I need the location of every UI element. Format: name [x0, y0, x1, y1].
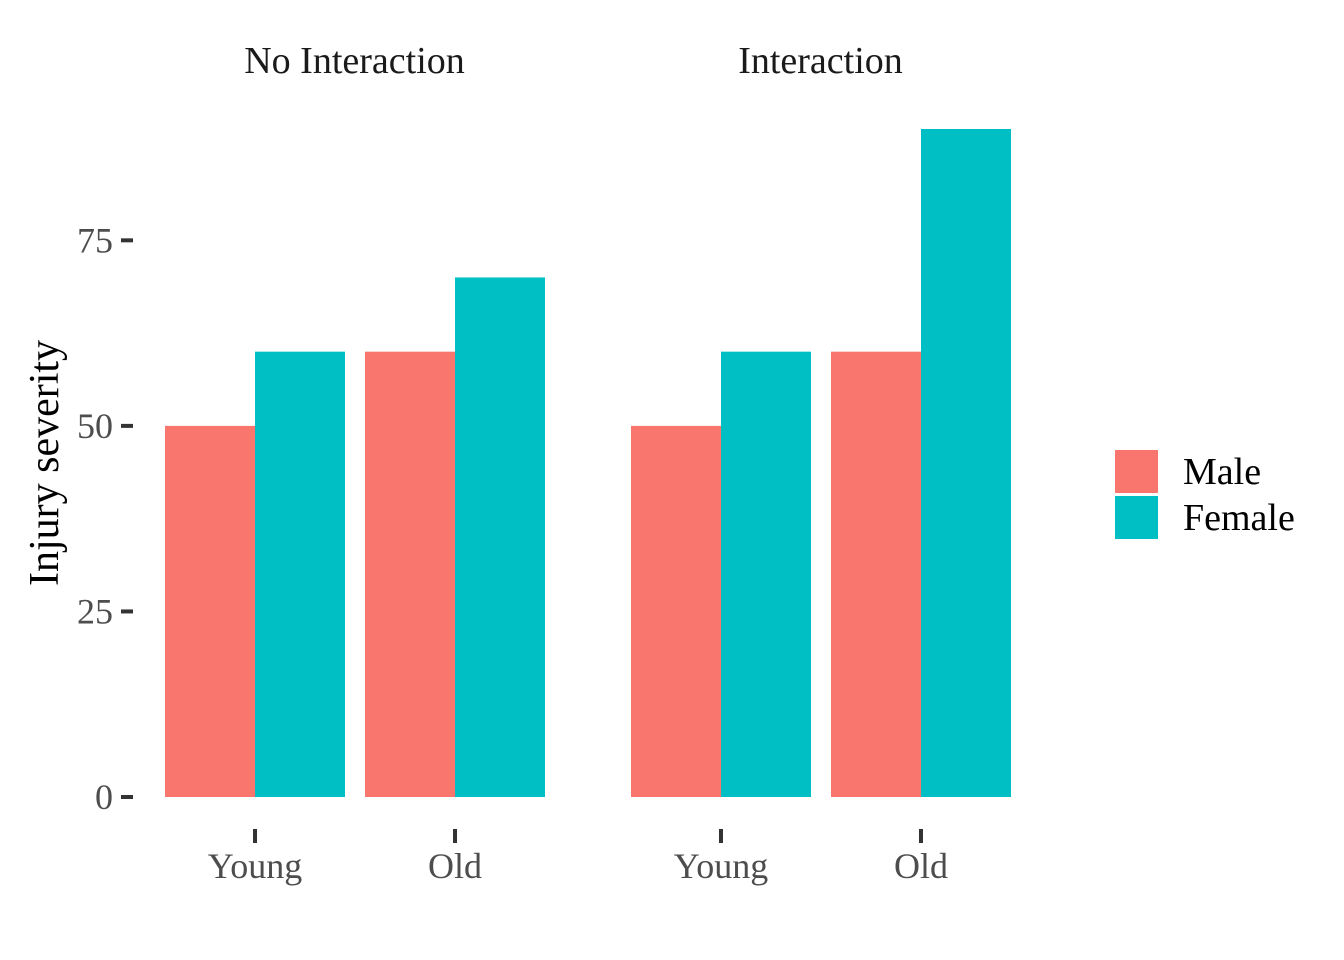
bar-female-young [721, 351, 811, 797]
y-tick-label: 75 [77, 220, 113, 260]
facet-panel: No Interaction Young Old [165, 40, 545, 886]
y-tick-label: 0 [95, 777, 113, 817]
bar-female-young [255, 351, 345, 797]
bar-male-old [365, 351, 455, 797]
y-tick-label: 25 [77, 591, 113, 631]
y-axis: 0 25 50 75 [77, 220, 133, 817]
bar-female-old [455, 277, 545, 797]
bar-female-old [921, 129, 1011, 797]
y-axis-title: Injury severity [22, 340, 68, 586]
x-tick-label: Young [674, 846, 768, 886]
bar-male-young [165, 425, 255, 797]
x-tick-label: Old [428, 846, 482, 886]
x-tick-label: Old [894, 846, 948, 886]
y-tick-label: 50 [77, 406, 113, 446]
facet-panel: Interaction Young Old [631, 40, 1011, 886]
bar-male-old [831, 351, 921, 797]
facet-panels: No Interaction Young Old Interaction Young Ol… [165, 40, 1011, 886]
legend-key-female [1115, 496, 1158, 539]
legend-label: Female [1183, 497, 1295, 539]
x-tick-label: Young [208, 846, 302, 886]
facet-title: Interaction [738, 40, 903, 82]
legend-label: Male [1183, 451, 1261, 493]
legend-key-male [1115, 450, 1158, 493]
bar-male-young [631, 425, 721, 797]
facet-title: No Interaction [244, 40, 465, 82]
